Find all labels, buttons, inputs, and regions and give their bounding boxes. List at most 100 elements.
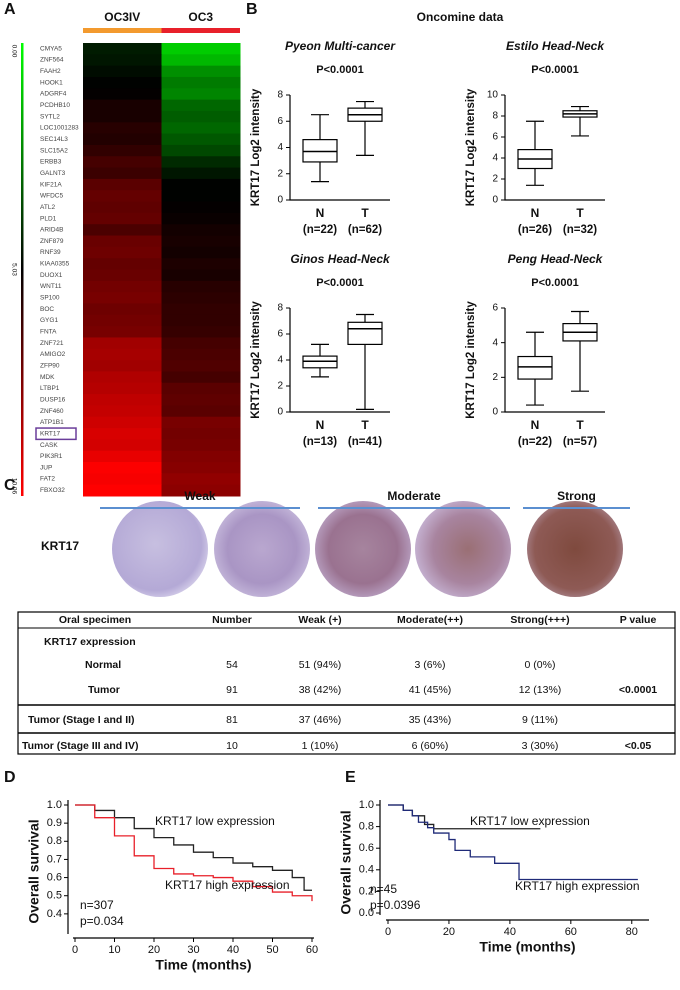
gene-label: ZNF564 <box>40 57 64 64</box>
table-header: Oral specimen <box>59 614 131 626</box>
column-label: OC3IV <box>104 10 140 24</box>
y-tick-label: 4 <box>277 355 283 366</box>
table-header: Number <box>212 614 252 626</box>
gene-label: LOC1001283 <box>40 125 79 132</box>
gene-label: ZNF721 <box>40 340 64 347</box>
heatmap-cell <box>83 326 162 338</box>
survival-curve <box>75 804 313 902</box>
y-tick-label: 0.4 <box>359 864 374 876</box>
x-tick-label: 0 <box>72 944 78 956</box>
y-tick-label: 8 <box>277 303 283 314</box>
heatmap-cell <box>161 167 241 180</box>
gene-label: SEC14L3 <box>40 136 68 143</box>
gene-label: WNT11 <box>40 283 62 290</box>
group-label: Weak <box>184 489 215 503</box>
oncomine-title: Oncomine data <box>417 10 504 24</box>
table-cell: 91 <box>226 684 238 696</box>
colorbar-tick-label: 0.00 <box>10 45 17 58</box>
heatmap-cell <box>83 314 162 327</box>
gene-label: HOOK1 <box>40 79 63 86</box>
p-value: P<0.0001 <box>531 64 578 76</box>
heatmap-cell <box>83 462 162 474</box>
y-tick-label: 0.7 <box>47 853 62 865</box>
gene-label: GYG1 <box>40 317 58 324</box>
sample-size: (n=57) <box>563 436 597 448</box>
chart-title: Ginos Head-Neck <box>290 252 391 266</box>
y-tick-label: 6 <box>492 132 498 143</box>
chart-title: Pyeon Multi-cancer <box>285 39 396 53</box>
table-cell: 6 (60%) <box>412 740 449 752</box>
heatmap-cell <box>161 269 241 282</box>
heatmap-cell <box>161 450 241 463</box>
heatmap-cell <box>83 133 162 146</box>
x-tick-label: N <box>316 206 325 220</box>
heatmap-cell <box>161 54 241 67</box>
heatmap-cell <box>83 235 162 248</box>
heatmap-cell <box>83 269 162 282</box>
gene-label: RNF39 <box>40 249 61 256</box>
gene-label: JUP <box>40 464 52 471</box>
heatmap-cell <box>83 178 162 191</box>
x-tick-label: 10 <box>108 944 120 956</box>
heatmap-cell <box>83 88 162 101</box>
table-cell: 12 (13%) <box>519 684 562 696</box>
heatmap-cell <box>83 348 162 361</box>
column-bar <box>83 28 162 33</box>
table-cell: 51 (94%) <box>299 659 342 671</box>
y-tick-label: 2 <box>492 174 498 185</box>
heatmap-cell <box>161 156 241 169</box>
table-cell: 1 (10%) <box>302 740 339 752</box>
table-cell: 3 (6%) <box>415 659 446 671</box>
y-tick-label: 0.8 <box>359 821 374 833</box>
x-tick-label: T <box>576 206 584 220</box>
gene-label: FNTA <box>40 329 57 336</box>
heatmap-cell <box>161 246 241 259</box>
row-label: Tumor (Stage III and IV) <box>22 740 138 752</box>
heatmap-cell <box>83 65 162 78</box>
series-label: KRT17 low expression <box>155 814 275 828</box>
heatmap-cell <box>83 246 162 259</box>
gene-label: BOC <box>40 306 54 313</box>
heatmap-cell <box>161 76 241 89</box>
series-label: KRT17 high expression <box>515 879 640 893</box>
gene-label: ARID4B <box>40 227 63 234</box>
heatmap-cell <box>83 144 162 157</box>
table-cell: 3 (30%) <box>522 740 559 752</box>
gene-label: SP100 <box>40 295 60 302</box>
x-tick-label: N <box>531 418 540 432</box>
heatmap-cell <box>83 190 162 203</box>
panel-label: A <box>4 1 16 18</box>
sample-size: (n=13) <box>303 436 337 448</box>
panel-label: C <box>4 477 16 494</box>
row-label: KRT17 expression <box>44 636 136 648</box>
sample-size: (n=62) <box>348 224 382 236</box>
y-tick-label: 4 <box>492 337 498 348</box>
heatmap-cell <box>161 360 241 372</box>
p-value: P<0.0001 <box>316 64 363 76</box>
series-label: KRT17 high expression <box>165 878 290 892</box>
heatmap-cell <box>161 280 241 293</box>
table-cell: <0.05 <box>625 740 652 752</box>
heatmap-cell <box>83 337 162 350</box>
gene-label: DUOX1 <box>40 272 63 279</box>
heatmap-cell <box>161 88 241 101</box>
heatmap-cell <box>83 258 162 270</box>
y-tick-label: 1.0 <box>359 799 374 811</box>
heatmap-cell <box>83 382 162 395</box>
gene-label: KIF21A <box>40 181 62 188</box>
heatmap-cell <box>83 360 162 372</box>
gene-label: AMIGO2 <box>40 351 66 358</box>
gene-label: ADGRF4 <box>40 91 67 98</box>
heatmap-cell <box>161 212 241 225</box>
heatmap-cell <box>161 201 241 214</box>
gene-label: FAAH2 <box>40 68 61 75</box>
y-tick-label: 2 <box>492 372 498 383</box>
survival-curve <box>75 804 312 891</box>
heatmap-cell <box>161 337 241 350</box>
heatmap-cell <box>161 122 241 135</box>
box <box>517 355 553 380</box>
heatmap-cell <box>161 43 241 55</box>
sample-size: (n=32) <box>563 224 597 236</box>
y-tick-label: 8 <box>492 111 498 122</box>
